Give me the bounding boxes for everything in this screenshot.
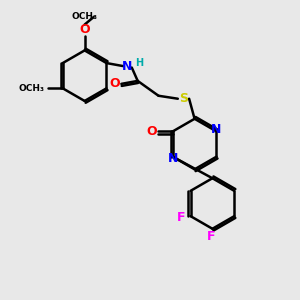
Text: F: F	[207, 230, 215, 243]
Text: H: H	[135, 58, 143, 68]
Text: OCH₃: OCH₃	[72, 12, 98, 21]
Text: O: O	[146, 125, 157, 138]
Text: N: N	[167, 152, 178, 165]
Text: O: O	[110, 77, 120, 90]
Text: F: F	[177, 211, 186, 224]
Text: O: O	[79, 22, 90, 35]
Text: OCH₃: OCH₃	[19, 84, 45, 93]
Text: N: N	[211, 123, 222, 136]
Text: N: N	[122, 59, 133, 73]
Text: S: S	[179, 92, 188, 105]
